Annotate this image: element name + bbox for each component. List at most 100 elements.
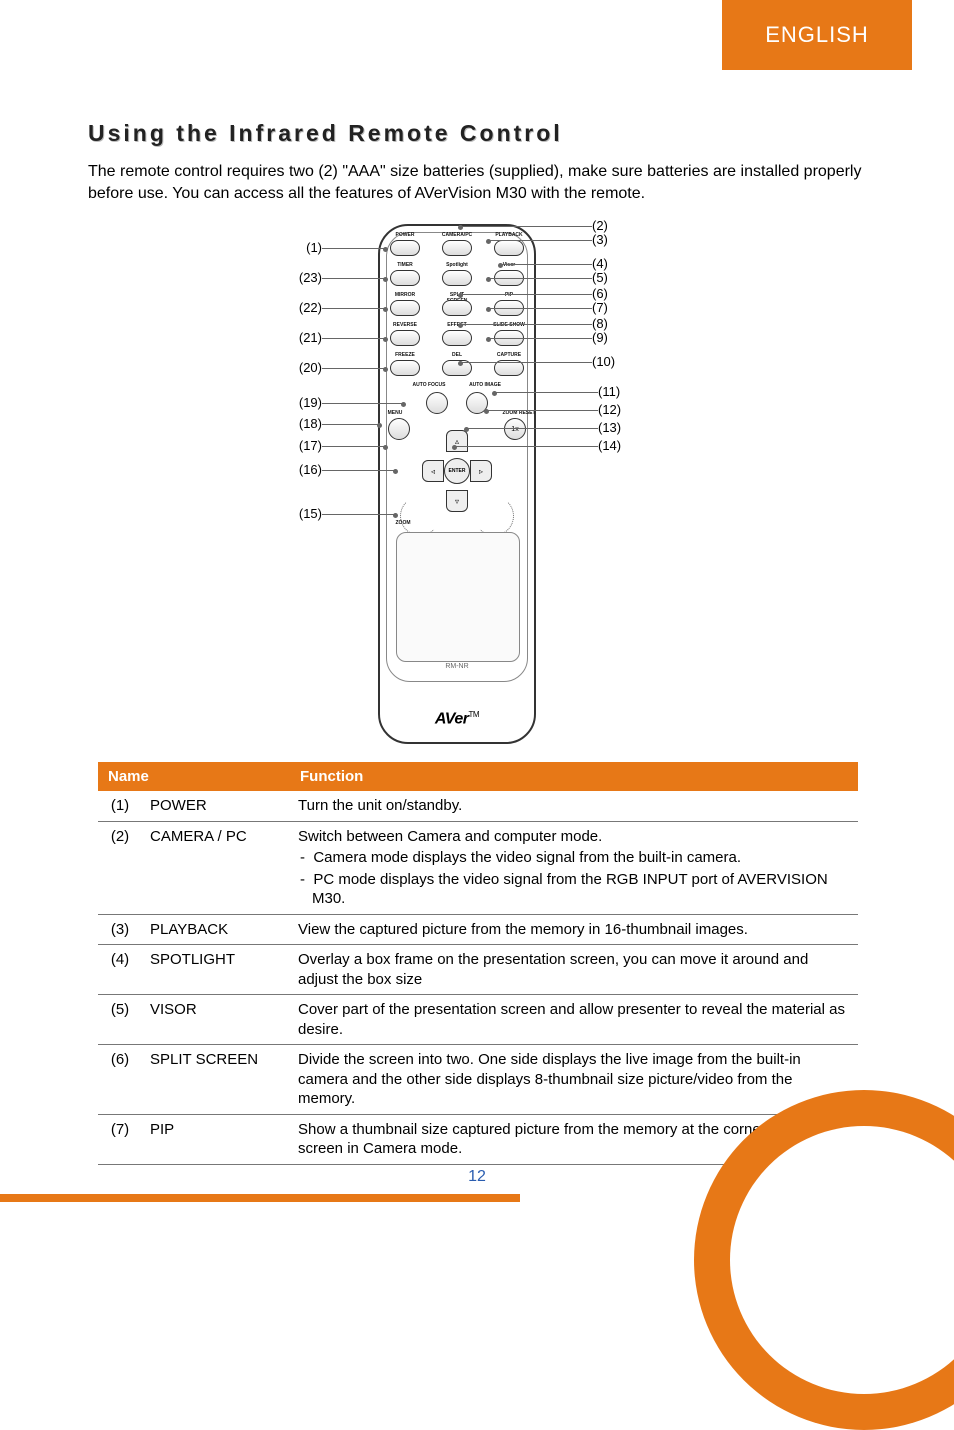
dpad-left: ◃ [422,460,444,482]
cell-func: Cover part of the presentation screen an… [290,995,858,1045]
callout-right-7: (9) [592,330,626,345]
callout-left-8: (16) [288,462,322,477]
enter-text: ENTER [449,468,466,474]
btn-camerapc [442,240,472,256]
callout-right-label-5: (7) [592,300,608,315]
lbl-zoom: ZOOM [386,520,420,526]
lbl-capture: CAPTURE [492,352,526,358]
lbl-menu: MENU [378,410,412,416]
callout-left-6: (18) [288,416,322,431]
callout-right-label-2: (4) [592,256,608,271]
callout-right-label-7: (9) [592,330,608,345]
brand-tm: TM [469,710,480,719]
lbl-power: POWER [388,232,422,238]
lbl-timer: TIMER [388,262,422,268]
cell-func-text: Show a thumbnail size captured picture f… [298,1121,807,1158]
language-label: ENGLISH [765,22,869,48]
btn-split [442,300,472,316]
dpad-down: ▿ [446,490,468,512]
cell-name: POWER [142,791,290,821]
lbl-spotlight: Spotlight [440,262,474,268]
table-row: (2)CAMERA / PCSwitch between Camera and … [98,821,858,914]
callout-right-2: (4) [592,256,626,271]
table-body: (1)POWER Turn the unit on/standby. (2)CAME… [98,791,858,1164]
callout-left-0: (1) [288,240,322,255]
cell-num: (3) [98,914,142,945]
callout-left-9: (15) [288,506,322,521]
callout-left-4: (20) [288,360,322,375]
callout-right-label-9: (11) [598,384,620,399]
zoom-arc-right [474,496,514,536]
callout-right-label-4: (6) [592,286,608,301]
callout-right-label-10: (12) [598,402,621,417]
callout-right-8: (10) [592,354,626,369]
callout-right-12: (14) [598,438,632,453]
function-table: Name Function (1)POWERTurn the unit on/s… [98,762,858,1165]
lbl-freeze: FREEZE [388,352,422,358]
remote-diagram: RM-NR AVerTM POWER CAMERA/PC PLAYBACK TI… [178,214,778,744]
cell-name: SPLIT SCREEN [142,1045,290,1115]
callout-left-5: (19) [288,395,322,410]
cell-func-text: Turn the unit on/standby. [298,797,462,814]
table-row: (3)PLAYBACK View the captured picture fro… [98,914,858,945]
callout-right-label-8: (10) [592,354,615,369]
callout-left-label-1: (23) [299,270,322,285]
callout-right-9: (11) [598,384,632,399]
callout-right-label-11: (13) [598,420,621,435]
lbl-autofocus: AUTO FOCUS [412,382,446,388]
lbl-camerapc: CAMERA/PC [440,232,474,238]
dpad-right: ▹ [470,460,492,482]
cell-func-text: Cover part of the presentation screen an… [298,1001,845,1038]
callout-right-label-0: (2) [592,218,608,233]
remote-model: RM-NR [380,663,534,670]
callout-right-label-3: (5) [592,270,608,285]
lbl-del: DEL [440,352,474,358]
callout-left-label-5: (19) [299,395,322,410]
cell-name: SPOTLIGHT [142,945,290,995]
cell-func-text: Divide the screen into two. One side dis… [298,1051,801,1107]
btn-mirror [390,300,420,316]
callout-left-label-7: (17) [299,438,322,453]
table-row: (5)VISORCover part of the presentation s… [98,995,858,1045]
callout-right-label-1: (3) [592,232,608,247]
th-function: Function [290,762,858,791]
dpad-enter: ENTER [444,458,470,484]
callout-right-label-6: (8) [592,316,608,331]
cell-name: PIP [142,1114,290,1164]
lbl-mirror: MIRROR [388,292,422,298]
callout-left-label-8: (16) [299,462,322,477]
cell-num: (5) [98,995,142,1045]
remote-blank-area [396,532,520,662]
zoomreset-text: 1x [511,426,518,433]
callout-left-3: (21) [288,330,322,345]
btn-reverse [390,330,420,346]
cell-func: Turn the unit on/standby. [290,791,858,821]
callout-right-11: (13) [598,420,632,435]
brand-text: AVer [435,710,469,727]
btn-playback [494,240,524,256]
page-content: Using the Infrared Remote Control The re… [88,120,868,1165]
callout-left-label-4: (20) [299,360,322,375]
lbl-playback: PLAYBACK [492,232,526,238]
cell-func-text: View the captured picture from the memor… [298,921,748,938]
callout-left-label-0: (1) [306,240,322,255]
cell-name: PLAYBACK [142,914,290,945]
cell-func: Divide the screen into two. One side dis… [290,1045,858,1115]
page-title: Using the Infrared Remote Control [88,120,868,147]
cell-func: Switch between Camera and computer mode.… [290,821,858,914]
language-tab: ENGLISH [722,0,912,70]
cell-func-sub: - PC mode displays the video signal from… [298,870,850,909]
callout-right-5: (7) [592,300,626,315]
cell-func: Overlay a box frame on the presentation … [290,945,858,995]
cell-func: View the captured picture from the memor… [290,914,858,945]
cell-num: (1) [98,791,142,821]
callout-right-3: (5) [592,270,626,285]
callout-right-0: (2) [592,218,626,233]
lbl-autoimage: AUTO IMAGE [468,382,502,388]
btn-timer [390,270,420,286]
lbl-pip: PIP [492,292,526,298]
callout-right-6: (8) [592,316,626,331]
lbl-effect: EFFECT [440,322,474,328]
cell-num: (2) [98,821,142,914]
btn-power [390,240,420,256]
